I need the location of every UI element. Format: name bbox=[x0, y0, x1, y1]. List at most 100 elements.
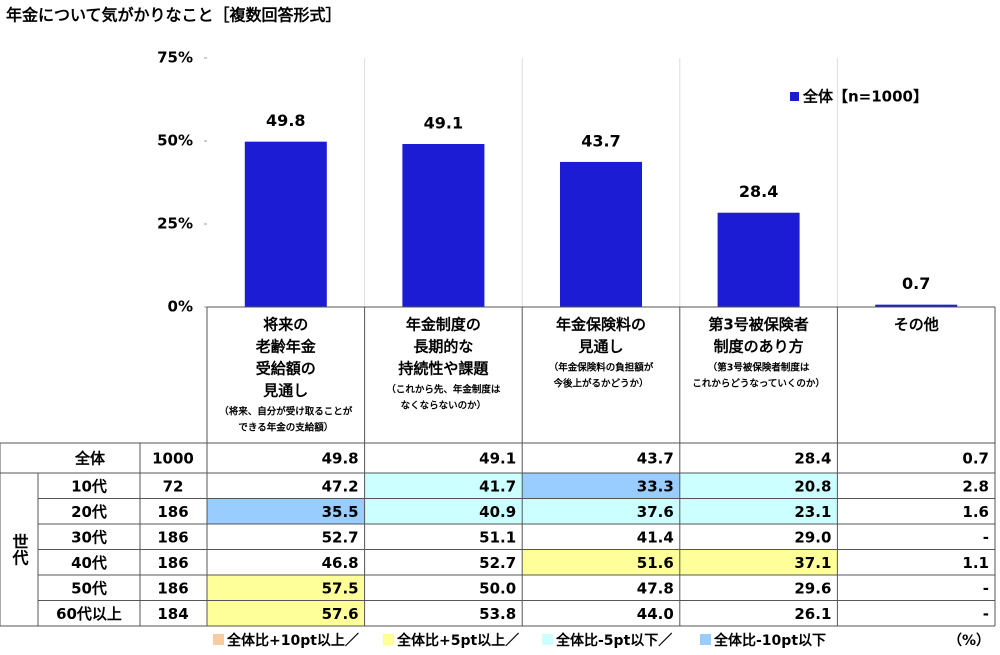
cell-value: 28.4 bbox=[794, 450, 831, 468]
y-tick-label: 75% bbox=[157, 49, 193, 67]
category-label: その他 bbox=[894, 316, 939, 334]
row-n: 186 bbox=[157, 503, 188, 521]
cell-value: 26.1 bbox=[794, 605, 831, 623]
row-n: 1000 bbox=[152, 450, 194, 468]
category-label: 第3号被保険者 bbox=[708, 316, 808, 334]
category-note: できる年金の支給額） bbox=[238, 422, 333, 434]
legend-swatch bbox=[213, 634, 224, 645]
category-label: 制度のあり方 bbox=[714, 338, 804, 356]
cell-highlight bbox=[207, 498, 365, 524]
y-tick-label: 25% bbox=[157, 215, 193, 233]
category-label: 見通し bbox=[262, 382, 308, 400]
category-note: （これから先、年金制度は bbox=[386, 384, 501, 396]
cell-value: 33.3 bbox=[637, 477, 674, 495]
cell-value: 53.8 bbox=[479, 605, 516, 623]
cell-value: 29.6 bbox=[794, 579, 831, 597]
legend-swatch bbox=[790, 92, 799, 101]
cell-value: 57.6 bbox=[322, 605, 359, 623]
value-label: 49.1 bbox=[424, 113, 463, 132]
category-label: 持続性や課題 bbox=[398, 360, 489, 378]
category-note: これからどうなっていくのか） bbox=[692, 378, 825, 390]
bar bbox=[875, 304, 958, 307]
cell-highlight bbox=[679, 498, 838, 524]
cell-highlight bbox=[207, 575, 365, 601]
legend-label: 全体比-10pt以下 bbox=[713, 632, 826, 649]
cell-value: 46.8 bbox=[322, 554, 359, 572]
row-n: 186 bbox=[157, 528, 188, 546]
unit-label: （%） bbox=[948, 633, 990, 649]
category-note: （第3号被保険者制度は bbox=[708, 362, 810, 374]
category-note: なくならないのか） bbox=[401, 400, 487, 412]
cell-value: 52.7 bbox=[322, 528, 359, 546]
category-note: （年金保険料の負担額が bbox=[549, 362, 654, 374]
legend-swatch bbox=[700, 634, 711, 645]
cell-value: 0.7 bbox=[962, 450, 989, 468]
cell-value: - bbox=[983, 528, 989, 546]
legend-label: 全体比+5pt以上／ bbox=[396, 632, 519, 649]
category-label: 受給額の bbox=[256, 360, 316, 378]
category-label: 将来の bbox=[263, 316, 308, 334]
legend-label: 全体比-5pt以下／ bbox=[555, 632, 672, 649]
legend-swatch bbox=[542, 634, 553, 645]
cell-highlight bbox=[364, 473, 523, 499]
cell-value: 47.8 bbox=[637, 579, 674, 597]
cell-value: 23.1 bbox=[794, 503, 831, 521]
cell-value: 49.1 bbox=[479, 450, 516, 468]
cell-value: 41.4 bbox=[637, 528, 674, 546]
cell-value: 37.1 bbox=[794, 554, 831, 572]
row-label: 全体 bbox=[74, 450, 106, 468]
y-tick-label: 0% bbox=[168, 298, 193, 316]
row-label: 20代 bbox=[71, 503, 107, 521]
cell-value: 2.8 bbox=[962, 477, 989, 495]
row-n: 186 bbox=[157, 579, 188, 597]
category-label: 見通し bbox=[577, 338, 623, 356]
category-note: 今後上がるかどうか） bbox=[552, 378, 648, 390]
cell-highlight bbox=[679, 473, 838, 499]
cell-value: - bbox=[983, 605, 989, 623]
cell-value: 57.5 bbox=[322, 579, 359, 597]
bar bbox=[402, 143, 485, 307]
category-label: 長期的な bbox=[413, 338, 473, 356]
cell-highlight bbox=[364, 498, 523, 524]
y-tick-label: 50% bbox=[157, 132, 193, 150]
bar bbox=[560, 161, 642, 307]
cell-highlight bbox=[522, 549, 680, 575]
cell-value: 51.6 bbox=[637, 554, 674, 572]
cell-value: 43.7 bbox=[637, 450, 674, 468]
category-label: 年金制度の bbox=[406, 316, 481, 334]
cell-value: 41.7 bbox=[479, 477, 516, 495]
row-label: 50代 bbox=[71, 579, 107, 597]
cell-value: 37.6 bbox=[637, 503, 674, 521]
cell-value: 47.2 bbox=[322, 477, 359, 495]
cell-value: 20.8 bbox=[794, 477, 831, 495]
row-n: 72 bbox=[163, 477, 184, 495]
category-note: （将来、自分が受け取ることが bbox=[219, 406, 353, 418]
value-label: 28.4 bbox=[739, 182, 778, 201]
cell-value: 35.5 bbox=[322, 503, 359, 521]
row-n: 184 bbox=[157, 605, 188, 623]
cell-value: 29.0 bbox=[794, 528, 831, 546]
cell-value: 49.8 bbox=[322, 450, 359, 468]
value-label: 49.8 bbox=[266, 111, 305, 130]
cell-value: 1.6 bbox=[962, 503, 989, 521]
category-label: 年金保険料の bbox=[556, 316, 646, 334]
cell-value: 1.1 bbox=[962, 554, 989, 572]
group-label: 世代 bbox=[10, 534, 30, 567]
legend-label: 全体【n=1000】 bbox=[802, 88, 928, 106]
cell-highlight bbox=[679, 549, 838, 575]
cell-highlight bbox=[207, 600, 365, 626]
cell-value: 51.1 bbox=[479, 528, 516, 546]
row-label: 30代 bbox=[71, 528, 107, 546]
cell-value: 40.9 bbox=[479, 503, 516, 521]
value-label: 0.7 bbox=[902, 274, 930, 293]
row-n: 186 bbox=[157, 554, 188, 572]
category-label: 老齢年金 bbox=[255, 338, 317, 356]
cell-value: - bbox=[983, 579, 989, 597]
value-label: 43.7 bbox=[581, 131, 620, 150]
cell-highlight bbox=[522, 473, 680, 499]
cell-value: 50.0 bbox=[479, 579, 516, 597]
row-label: 10代 bbox=[71, 477, 107, 495]
bar bbox=[244, 141, 327, 307]
legend-label: 全体比+10pt以上／ bbox=[226, 632, 359, 649]
